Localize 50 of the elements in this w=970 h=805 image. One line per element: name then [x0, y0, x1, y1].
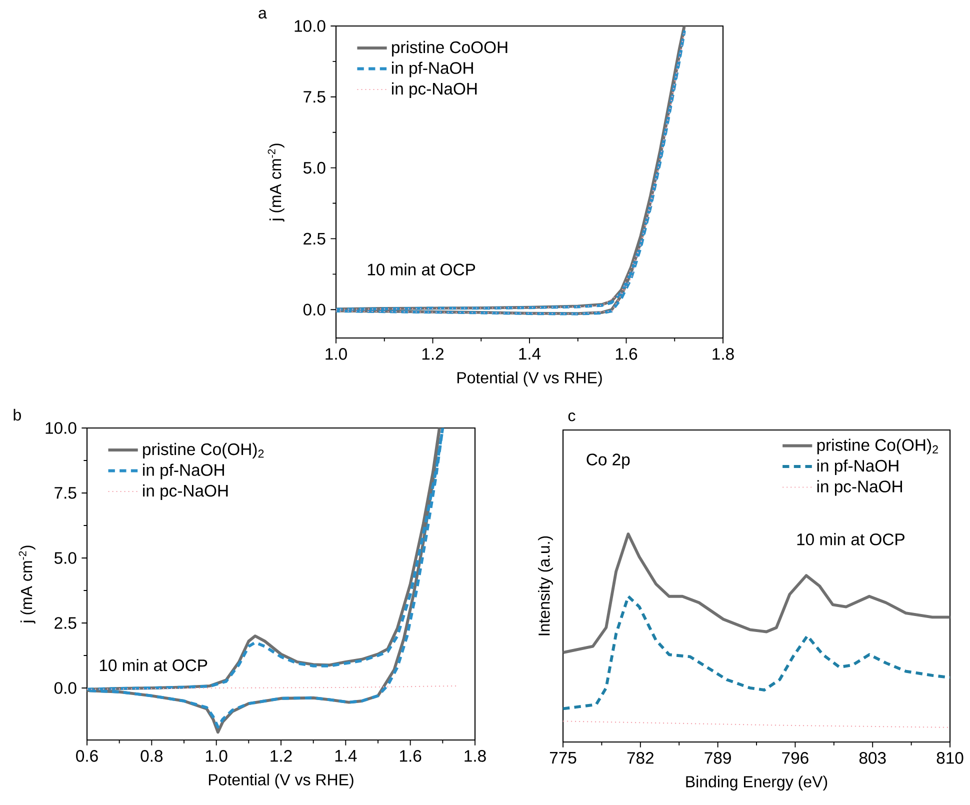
legend-label: in pf-NaOH: [143, 464, 224, 480]
chart-title: a: [258, 10, 267, 19]
x-axis-title: Potential (V vs RHE): [457, 372, 602, 387]
y-axis-title: Intensity (a.u.): [538, 536, 553, 636]
y-tick-label: 10.0: [46, 422, 76, 434]
x-tick-label: 1.0: [206, 750, 228, 762]
x-tick-label: 796: [782, 752, 808, 764]
annotation: 10 min at OCP: [797, 533, 904, 546]
x-tick-label: 1.0: [326, 348, 347, 360]
x-tick-label: 1.6: [400, 750, 422, 762]
legend-label: in pf-NaOH: [392, 62, 473, 78]
x-tick-label: 1.2: [422, 348, 444, 360]
legend-label: in pc-NaOH: [392, 82, 477, 98]
y-tick-label: 10.0: [294, 20, 326, 32]
annotation: 10 min at OCP: [368, 263, 476, 276]
chart-title: b: [14, 408, 21, 421]
legend-label: in pc-NaOH: [817, 480, 902, 496]
legend-label: pristine CoOOH: [392, 40, 508, 56]
x-tick-label: 1.4: [519, 348, 541, 360]
y-axis-title: j (mA cm$^{-2}$): [268, 144, 284, 222]
x-tick-label: 0.8: [140, 750, 163, 762]
y-tick-label: 0.0: [303, 304, 326, 316]
x-tick-label: 810: [936, 752, 964, 764]
x-tick-label: 1.8: [464, 750, 486, 762]
y-tick-label: 5.0: [303, 162, 326, 174]
text: Co 2p: [586, 454, 630, 469]
x-tick-label: 803: [859, 752, 886, 764]
y-tick-label: 7.5: [304, 91, 326, 103]
x-tick-label: 0.6: [76, 750, 98, 762]
x-tick-label: 1.6: [616, 348, 638, 360]
x-axis-title: Potential (V vs RHE): [208, 774, 354, 789]
y-tick-label: 5.0: [54, 552, 76, 564]
annotation: 10 min at OCP: [100, 658, 208, 672]
y-tick-label: 7.5: [54, 487, 76, 499]
x-tick-label: 1.4: [335, 750, 357, 762]
x-tick-label: 1.8: [712, 348, 734, 360]
legend-label: pristine Co(OH)$_{2}$: [143, 442, 264, 458]
x-tick-label: 775: [550, 752, 576, 764]
y-axis-title: j (mA cm$^{-2}$): [18, 546, 36, 624]
y-tick-label: 0.0: [54, 682, 76, 694]
x-tick-label: 1.2: [270, 750, 292, 762]
legend-label: pristine Co(OH)$_{2}$: [817, 438, 938, 454]
legend-label: in pc-NaOH: [143, 484, 228, 500]
x-tick-label: 789: [704, 752, 731, 764]
chart-title: c: [568, 412, 576, 422]
y-tick-label: 2.5: [54, 617, 76, 629]
legend-label: in pf-NaOH: [817, 459, 898, 475]
x-tick-label: 782: [627, 752, 654, 764]
y-tick-label: 2.5: [304, 232, 326, 245]
x-axis-title: Binding Energy (eV): [686, 776, 828, 791]
